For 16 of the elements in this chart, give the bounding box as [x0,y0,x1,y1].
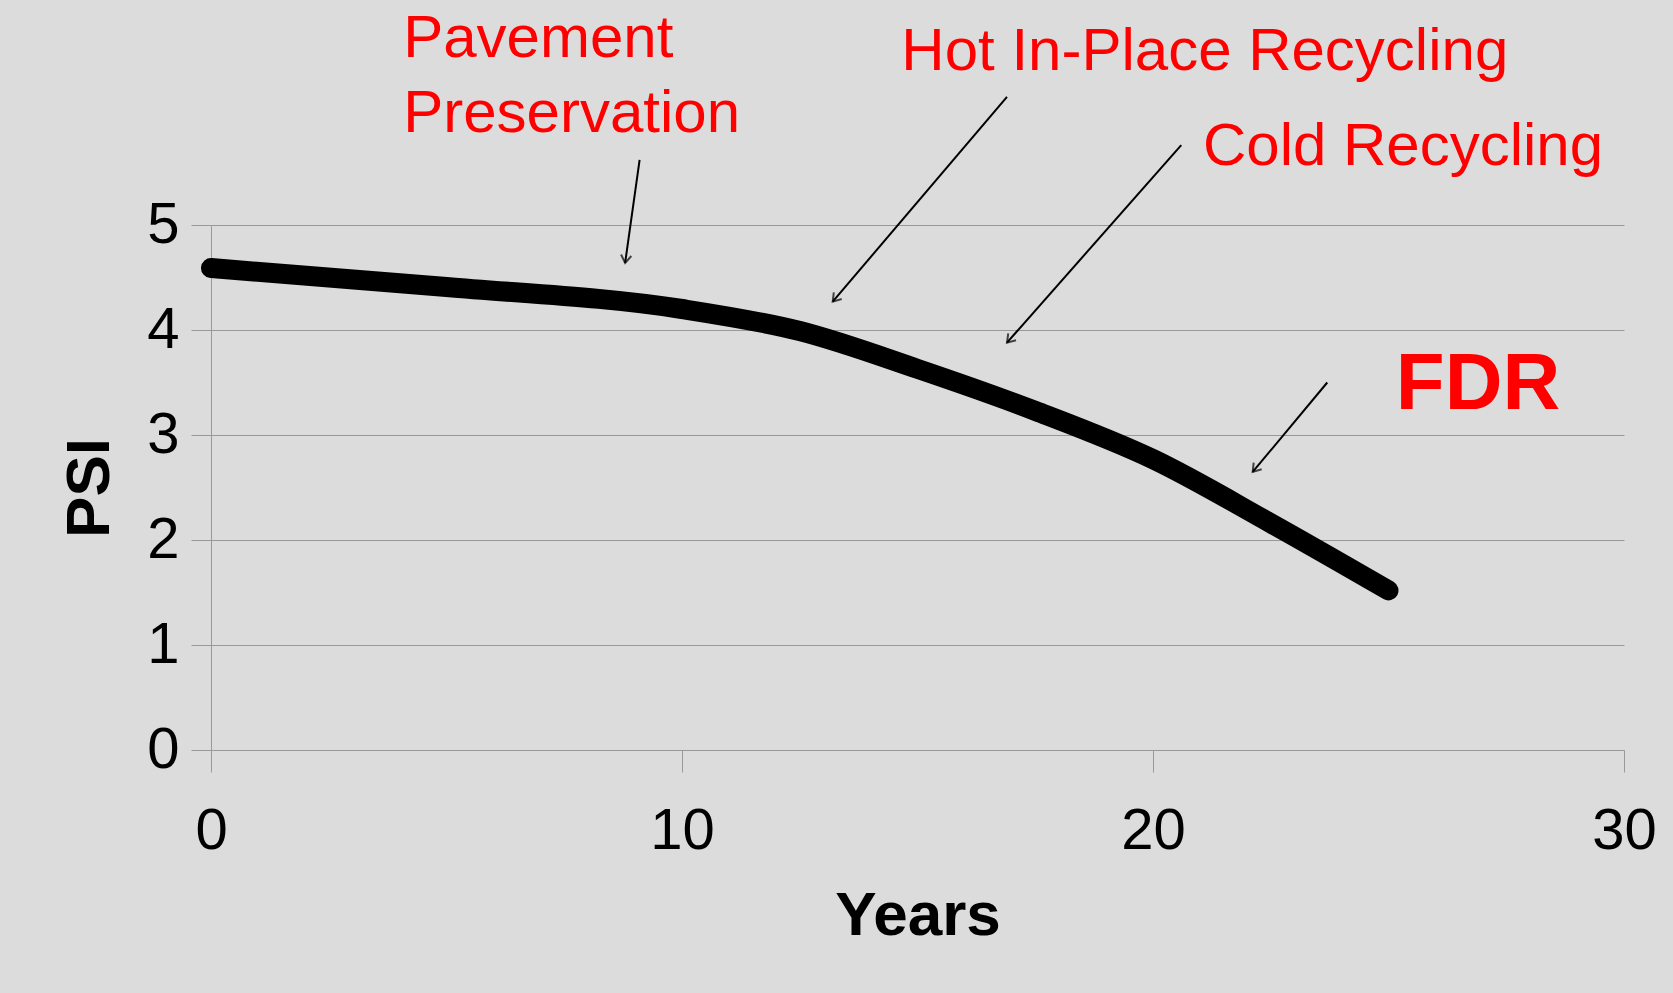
y-axis-title: PSI [53,438,123,538]
x-tick-label: 30 [1592,795,1657,861]
text: Hot In-Place Recycling [901,15,1509,83]
y-tick-label: 0 [147,714,180,780]
text: Cold Recycling [1202,111,1604,179]
x-tick-label: 0 [195,795,228,861]
x-tick-label: 20 [1121,795,1186,861]
y-tick-label: 1 [147,609,180,675]
annotation: FDR [1395,336,1561,426]
y-tick-label: 5 [147,189,180,255]
annotation: Pavement Preservation [403,2,740,145]
y-tick-label: 4 [147,294,180,360]
x-axis-title: Years [835,878,1001,948]
y-tick-label: 3 [147,399,180,465]
x-tick-label: 10 [650,795,715,861]
y-tick-label: 2 [147,504,180,570]
